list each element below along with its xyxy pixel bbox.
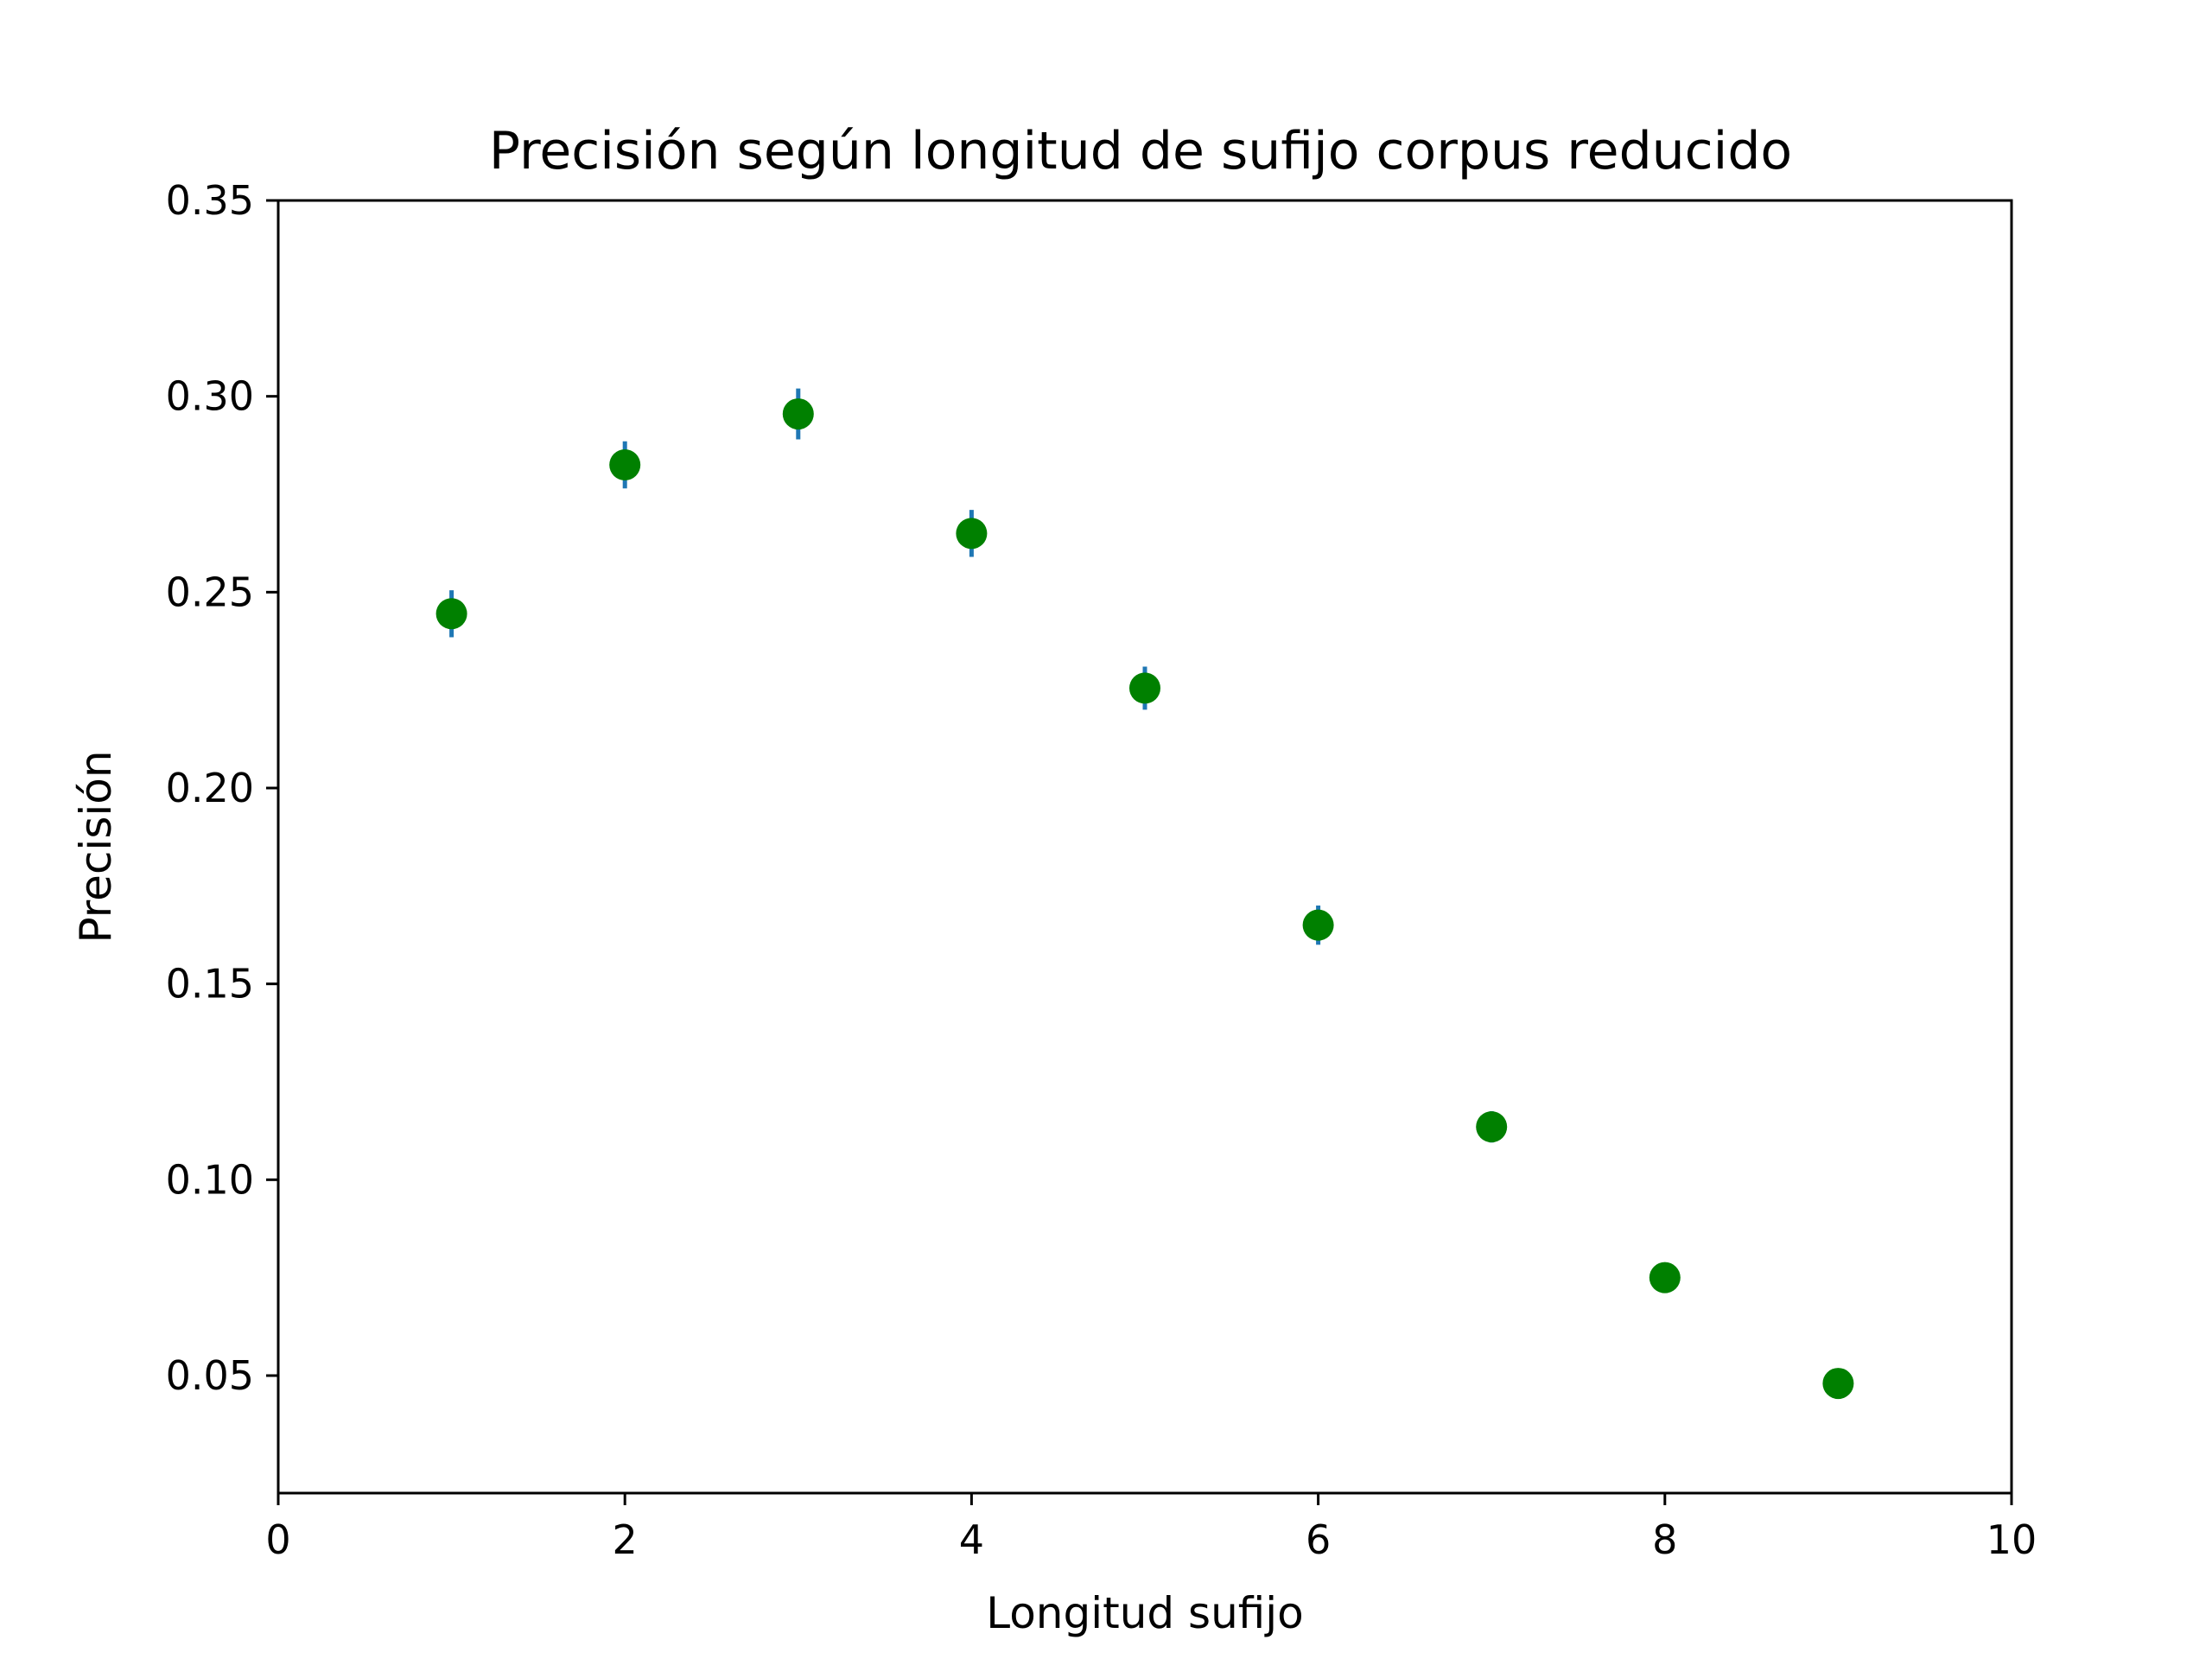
y-axis-label: Precisión [71,750,121,943]
data-point [1649,1262,1681,1294]
data-point [1822,1368,1854,1400]
y-tick-label: 0.30 [166,373,254,420]
y-tick-label: 0.05 [166,1352,254,1399]
data-point [1476,1111,1508,1143]
x-tick-label: 10 [1986,1516,2037,1563]
y-tick-label: 0.25 [166,569,254,615]
y-tick-label: 0.10 [166,1156,254,1203]
data-point [1129,672,1160,704]
x-axis: 0 2 4 6 8 10 [265,1493,2037,1563]
chart-title: Precisión según longitud de sufijo corpu… [489,121,1792,181]
data-point [1302,909,1334,941]
y-tick-label: 0.20 [166,765,254,811]
y-tick-label: 0.15 [166,961,254,1007]
data-point [609,449,641,480]
data-point [956,518,988,550]
data-point [782,398,814,430]
data-point [435,598,467,630]
x-tick-label: 4 [959,1516,984,1563]
plot-frame [276,199,2013,1495]
x-tick-label: 0 [265,1516,290,1563]
plot-area [435,388,1854,1400]
y-tick-label: 0.35 [166,177,254,224]
x-tick-label: 6 [1306,1516,1331,1563]
x-axis-label: Longitud sufijo [986,1588,1304,1638]
x-tick-label: 8 [1652,1516,1677,1563]
x-tick-label: 2 [613,1516,638,1563]
y-axis: 0.05 0.10 0.15 0.20 0.25 0.30 0.35 [166,177,278,1399]
